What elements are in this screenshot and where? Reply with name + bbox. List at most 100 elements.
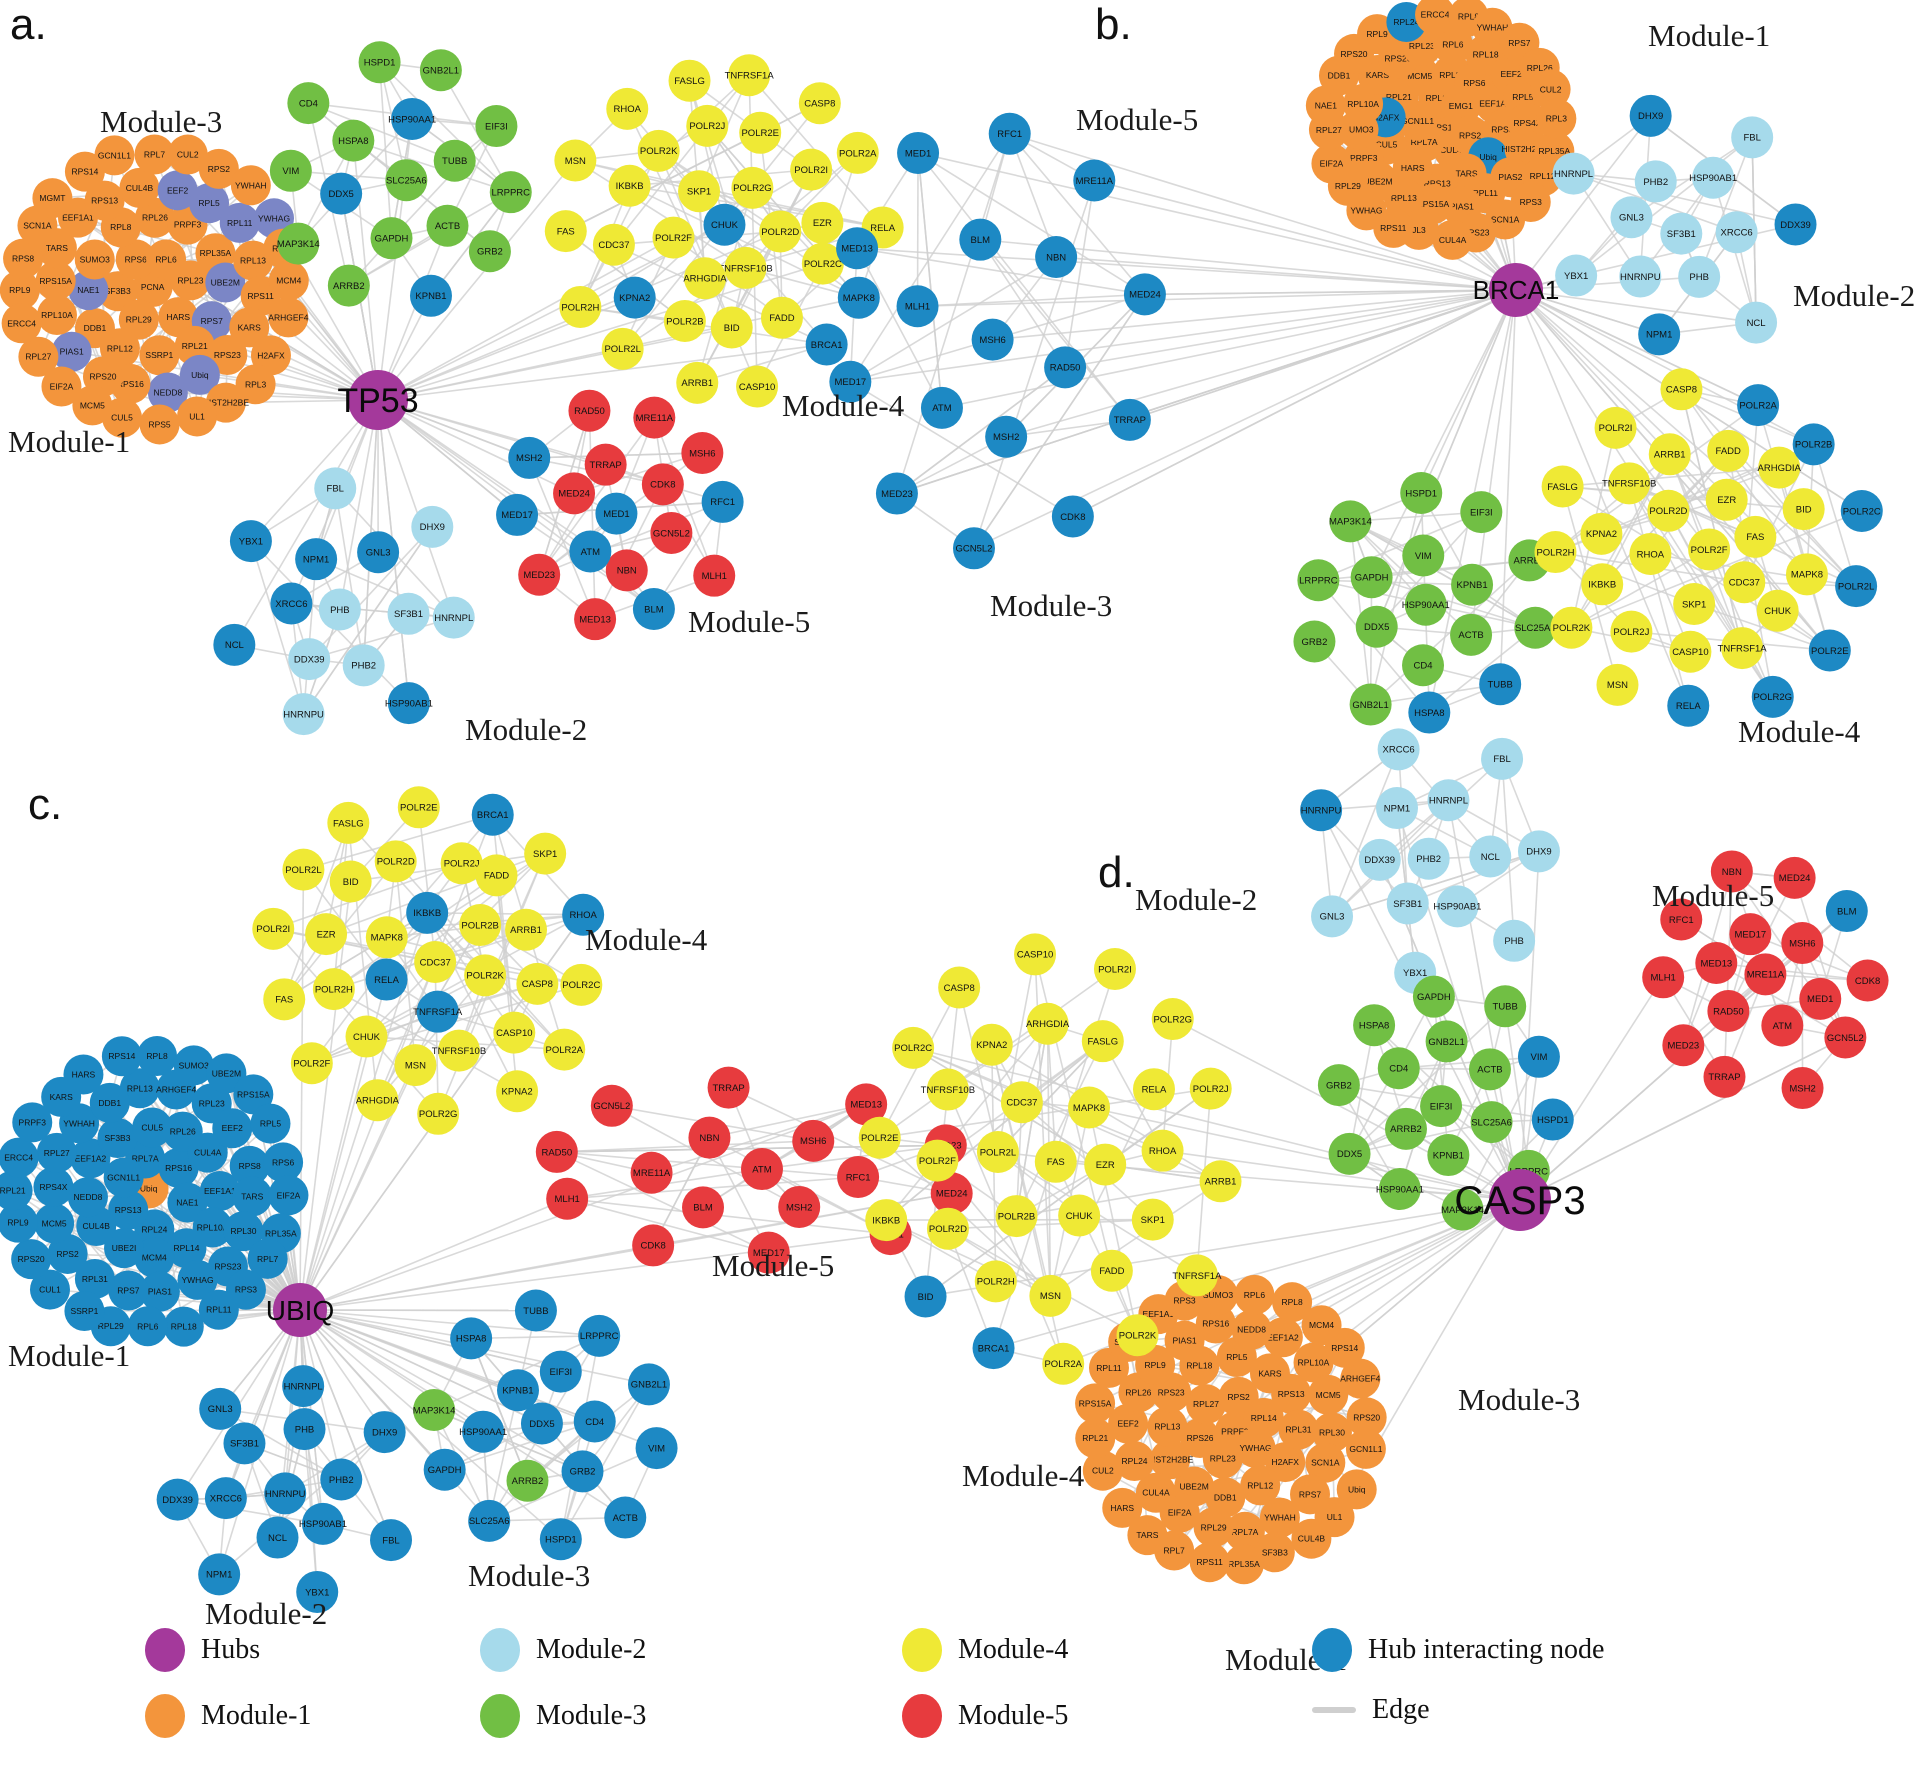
node-IKBKB[interactable]: IKBKB [1581, 563, 1624, 606]
node-RELA[interactable]: RELA [1132, 1068, 1175, 1111]
node-KPNB1[interactable]: KPNB1 [409, 274, 452, 317]
node-CDC37[interactable]: CDC37 [414, 940, 457, 983]
node-PHB[interactable]: PHB [318, 588, 361, 631]
node-DHX9[interactable]: DHX9 [1629, 94, 1672, 137]
node-RPL3[interactable]: RPL3 [1536, 98, 1577, 139]
node-HSP90AB1[interactable]: HSP90AB1 [1689, 156, 1737, 199]
node-KPNB1[interactable]: KPNB1 [1451, 563, 1494, 606]
node-LRPPRC[interactable]: LRPPRC [578, 1314, 621, 1357]
node-POLR2F[interactable]: POLR2F [916, 1139, 959, 1182]
node-NCL[interactable]: NCL [1469, 835, 1512, 878]
node-YBX1[interactable]: YBX1 [229, 520, 272, 563]
node-POLR2J[interactable]: POLR2J [1189, 1067, 1232, 1110]
node-NPM1[interactable]: NPM1 [198, 1553, 241, 1596]
node-SLC25A6[interactable]: SLC25A6 [1514, 606, 1557, 649]
node-ARRB2[interactable]: ARRB2 [327, 264, 370, 307]
node-MLH1[interactable]: MLH1 [546, 1177, 589, 1220]
node-ARHGEF4[interactable]: ARHGEF4 [268, 297, 309, 338]
node-FASLG[interactable]: FASLG [1081, 1020, 1124, 1063]
node-FAS[interactable]: FAS [1734, 515, 1777, 558]
node-HSP90AB1[interactable]: HSP90AB1 [1433, 885, 1481, 928]
node-HNRNPU[interactable]: HNRNPU [282, 693, 325, 736]
node-POLR2B[interactable]: POLR2B [995, 1195, 1038, 1238]
node-POLR2I[interactable]: POLR2I [1594, 406, 1637, 449]
node-BID[interactable]: BID [904, 1275, 947, 1318]
node-EEF2[interactable]: EEF2 [212, 1108, 253, 1149]
node-POLR2D[interactable]: POLR2D [374, 840, 417, 883]
node-XRCC6[interactable]: XRCC6 [1715, 211, 1758, 254]
node-MAPK8[interactable]: MAPK8 [1785, 553, 1828, 596]
node-MRE11A[interactable]: MRE11A [633, 396, 676, 439]
node-GAPDH[interactable]: GAPDH [1412, 975, 1455, 1018]
node-POLR2I[interactable]: POLR2I [1093, 948, 1136, 991]
node-YBX1[interactable]: YBX1 [1555, 254, 1598, 297]
node-GNB2L1[interactable]: GNB2L1 [1349, 683, 1392, 726]
node-HSPD1[interactable]: HSPD1 [1400, 471, 1443, 514]
node-TARS[interactable]: TARS [232, 1176, 273, 1217]
node-KPNB1[interactable]: KPNB1 [496, 1369, 539, 1412]
node-POLR2I[interactable]: POLR2I [252, 907, 295, 950]
node-MSH2[interactable]: MSH2 [985, 415, 1028, 458]
node-MED13[interactable]: MED13 [836, 227, 879, 270]
node-TUBB[interactable]: TUBB [433, 139, 476, 182]
node-HNRNPL[interactable]: HNRNPL [282, 1365, 325, 1408]
node-EZR[interactable]: EZR [1084, 1143, 1127, 1186]
node-PHB2[interactable]: PHB2 [1634, 160, 1677, 203]
node-VIM[interactable]: VIM [1517, 1035, 1560, 1078]
node-TNFRSF10B[interactable]: TNFRSF10B [432, 1029, 486, 1072]
node-RPL11[interactable]: RPL11 [198, 1289, 239, 1330]
node-MED17[interactable]: MED17 [496, 493, 539, 536]
node-POLR2J[interactable]: POLR2J [1610, 610, 1653, 653]
node-DHX9[interactable]: DHX9 [1517, 830, 1560, 873]
node-CHUK[interactable]: CHUK [345, 1015, 388, 1058]
node-GRB2[interactable]: GRB2 [1293, 620, 1336, 663]
node-SF3B1[interactable]: SF3B1 [1386, 882, 1429, 925]
node-HNRNPL[interactable]: HNRNPL [1552, 152, 1595, 195]
node-EIF3I[interactable]: EIF3I [1420, 1085, 1463, 1128]
node-GCN1L1[interactable]: GCN1L1 [94, 135, 135, 176]
node-TNFRSF1A[interactable]: TNFRSF1A [725, 54, 775, 97]
node-MSH6[interactable]: MSH6 [681, 431, 724, 474]
node-MAP3K14[interactable]: MAP3K14 [1441, 1188, 1484, 1231]
node-HARS[interactable]: HARS [63, 1054, 104, 1095]
node-MED17[interactable]: MED17 [1729, 913, 1772, 956]
node-CUL4B[interactable]: CUL4B [1291, 1518, 1332, 1559]
node-ERCC4[interactable]: ERCC4 [0, 1137, 39, 1178]
node-RFC1[interactable]: RFC1 [837, 1156, 880, 1199]
node-GCN5L2[interactable]: GCN5L2 [1824, 1016, 1867, 1059]
node-POLR2E[interactable]: POLR2E [739, 111, 782, 154]
node-FBL[interactable]: FBL [1481, 737, 1524, 780]
node-IKBKB[interactable]: IKBKB [865, 1199, 908, 1242]
node-CHUK[interactable]: CHUK [1058, 1194, 1101, 1237]
node-CASP8[interactable]: CASP8 [516, 962, 559, 1005]
node-CD4[interactable]: CD4 [1402, 644, 1445, 687]
node-CDC37[interactable]: CDC37 [592, 223, 635, 266]
node-FBL[interactable]: FBL [314, 467, 357, 510]
node-PHB[interactable]: PHB [1493, 919, 1536, 962]
node-POLR2A[interactable]: POLR2A [1737, 384, 1780, 427]
node-POLR2C[interactable]: POLR2C [560, 963, 603, 1006]
node-NCL[interactable]: NCL [1735, 301, 1778, 344]
node-DDX5[interactable]: DDX5 [1355, 605, 1398, 648]
node-ARHGDIA[interactable]: ARHGDIA [1026, 1002, 1070, 1045]
node-MED24[interactable]: MED24 [1773, 856, 1816, 899]
node-POLR2G[interactable]: POLR2G [731, 166, 774, 209]
node-RHOA[interactable]: RHOA [606, 87, 649, 130]
node-FAS[interactable]: FAS [1034, 1140, 1077, 1183]
node-POLR2G[interactable]: POLR2G [1151, 998, 1194, 1041]
node-MLH1[interactable]: MLH1 [1642, 956, 1685, 999]
node-NCL[interactable]: NCL [213, 623, 256, 666]
node-DHX9[interactable]: DHX9 [363, 1411, 406, 1454]
node-NBN[interactable]: NBN [688, 1116, 731, 1159]
node-BID[interactable]: BID [710, 306, 753, 349]
node-RHOA[interactable]: RHOA [1629, 533, 1672, 576]
node-ATM[interactable]: ATM [740, 1148, 783, 1191]
node-POLR2J[interactable]: POLR2J [686, 104, 729, 147]
node-POLR2B[interactable]: POLR2B [459, 903, 502, 946]
node-XRCC6[interactable]: XRCC6 [270, 582, 313, 625]
node-DHX9[interactable]: DHX9 [411, 505, 454, 548]
node-LRPPRC[interactable]: LRPPRC [1297, 559, 1340, 602]
node-MCM4[interactable]: MCM4 [268, 260, 309, 301]
node-DDX5[interactable]: DDX5 [320, 172, 363, 215]
node-GNB2L1[interactable]: GNB2L1 [1425, 1020, 1468, 1063]
